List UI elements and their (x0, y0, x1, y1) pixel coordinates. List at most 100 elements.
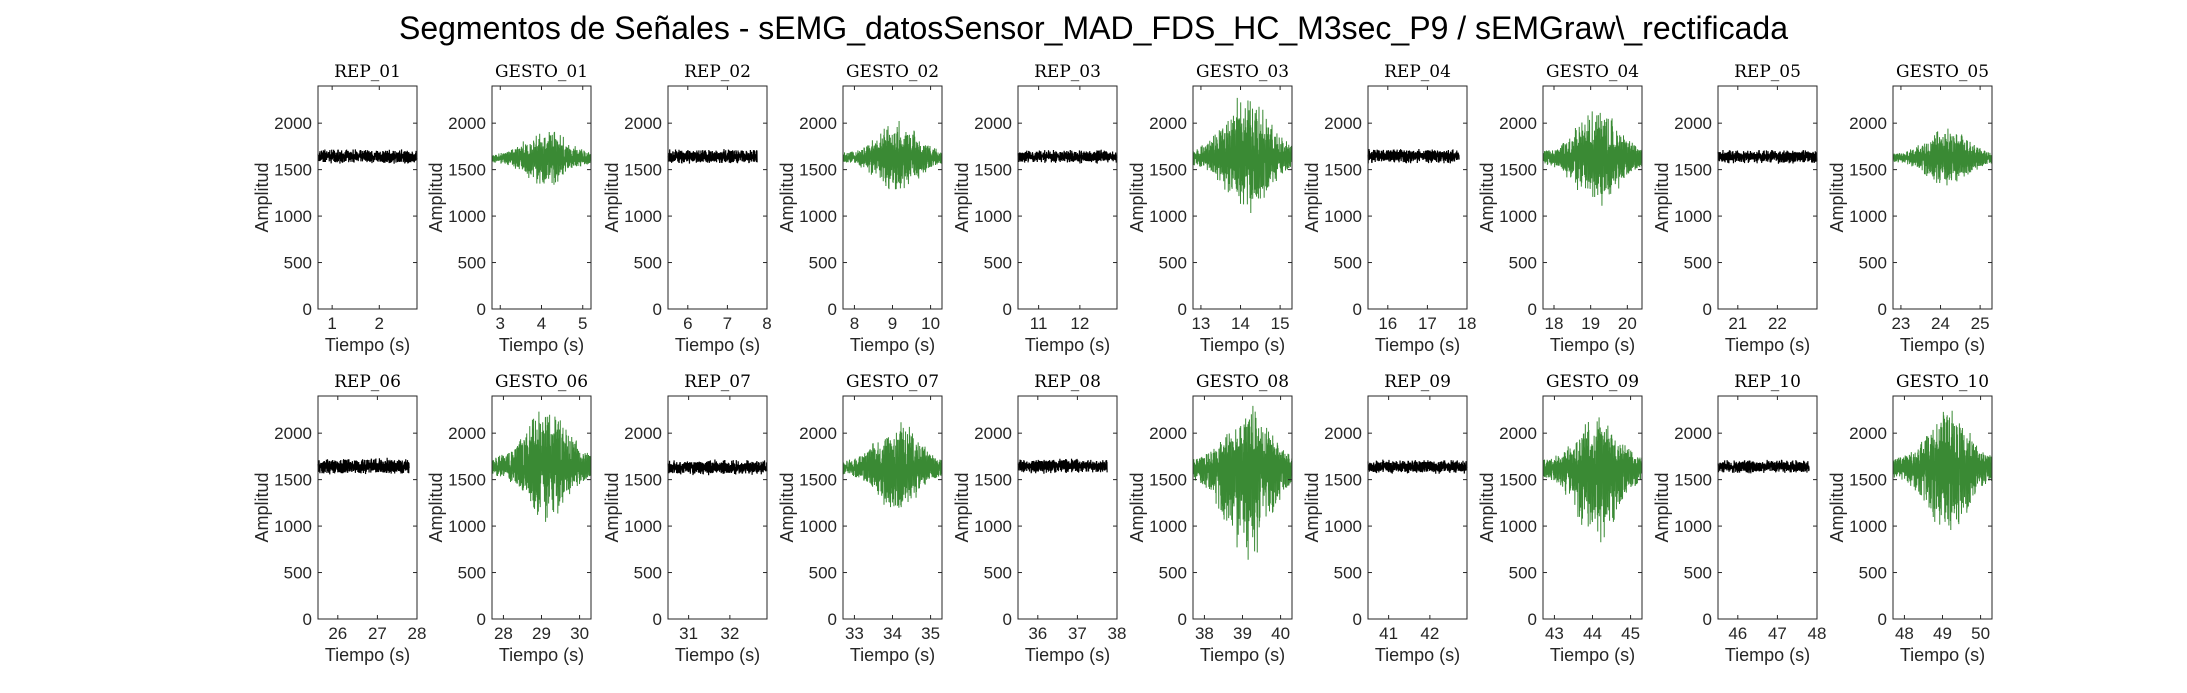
x-tick-label: 13 (1191, 314, 1210, 333)
x-tick-label: 28 (408, 624, 427, 643)
x-tick-label: 19 (1581, 314, 1600, 333)
y-axis-label: Amplitud (1302, 162, 1322, 232)
y-tick-label: 1000 (1674, 517, 1712, 536)
subplot-gesto-07: GESTO_07 0 500 1000 1500 2000 33 34 35 Tiempo (s)… (777, 372, 943, 665)
y-tick-label: 2000 (799, 424, 837, 443)
y-tick-label: 1000 (624, 207, 662, 226)
x-axis-label: Tiempo (s) (1725, 645, 1810, 665)
subplot-title: REP_09 (1384, 372, 1451, 392)
signal-trace-gesto (491, 131, 592, 185)
y-tick-label: 500 (984, 254, 1012, 273)
signal-trace-rep (317, 149, 418, 164)
y-tick-label: 2000 (1674, 424, 1712, 443)
x-tick-label: 22 (1768, 314, 1787, 333)
y-tick-label: 500 (458, 564, 486, 583)
y-axis-label: Amplitud (1477, 472, 1497, 542)
y-tick-label: 1000 (1674, 207, 1712, 226)
subplot-title: GESTO_07 (846, 372, 939, 392)
x-axis-label: Tiempo (s) (499, 645, 584, 665)
x-tick-label: 46 (1728, 624, 1747, 643)
x-tick-label: 45 (1621, 624, 1640, 643)
x-tick-label: 43 (1545, 624, 1564, 643)
y-tick-label: 500 (809, 564, 837, 583)
y-axis-label: Amplitud (952, 472, 972, 542)
y-tick-label: 1000 (1849, 517, 1887, 536)
y-tick-label: 0 (828, 300, 837, 319)
y-axis-label: Amplitud (252, 162, 272, 232)
signal-trace-gesto (491, 411, 592, 522)
subplot-gesto-09: GESTO_09 0 500 1000 1500 2000 43 44 45 Tiempo (s)… (1477, 372, 1643, 665)
y-tick-label: 2000 (974, 114, 1012, 133)
signal-trace-gesto (1892, 128, 1993, 186)
y-tick-label: 0 (477, 300, 486, 319)
signal-trace-rep (1367, 148, 1460, 164)
y-tick-label: 0 (653, 300, 662, 319)
subplot-gesto-08: GESTO_08 0 500 1000 1500 2000 38 39 40 Tiempo (s)… (1127, 372, 1293, 665)
x-axis-label: Tiempo (s) (1900, 335, 1985, 355)
y-tick-label: 1500 (1849, 161, 1887, 180)
y-tick-label: 500 (1509, 564, 1537, 583)
y-axis-label: Amplitud (602, 472, 622, 542)
subplot-title: GESTO_10 (1896, 372, 1989, 392)
y-tick-label: 2000 (448, 424, 486, 443)
y-tick-label: 500 (1509, 254, 1537, 273)
subplot-title: GESTO_05 (1896, 62, 1989, 82)
y-tick-label: 0 (1003, 300, 1012, 319)
subplot-gesto-05: GESTO_05 0 500 1000 1500 2000 23 24 25 Tiempo (s)… (1827, 62, 1993, 355)
y-tick-label: 0 (1353, 300, 1362, 319)
x-tick-label: 28 (494, 624, 513, 643)
subplot-gesto-04: GESTO_04 0 500 1000 1500 2000 18 19 20 Tiempo (s)… (1477, 62, 1643, 355)
subplot-title: GESTO_01 (495, 62, 588, 82)
subplot-gesto-02: GESTO_02 0 500 1000 1500 2000 8 9 10 Tiempo (s) Am… (777, 62, 943, 355)
x-tick-label: 24 (1931, 314, 1950, 333)
signal-trace-rep (317, 457, 410, 475)
subplot-title: GESTO_02 (846, 62, 939, 82)
subplot-title: REP_08 (1034, 372, 1101, 392)
x-tick-label: 44 (1583, 624, 1602, 643)
y-tick-label: 2000 (624, 424, 662, 443)
x-tick-label: 29 (532, 624, 551, 643)
y-tick-label: 0 (1528, 610, 1537, 629)
signal-trace-gesto (1542, 111, 1643, 206)
axes-box (842, 85, 943, 310)
y-tick-label: 1000 (1149, 517, 1187, 536)
y-tick-label: 2000 (974, 424, 1012, 443)
y-tick-label: 0 (1878, 610, 1887, 629)
x-tick-label: 48 (1895, 624, 1914, 643)
y-tick-label: 2000 (1499, 114, 1537, 133)
x-tick-label: 6 (683, 314, 692, 333)
y-tick-label: 500 (284, 564, 312, 583)
x-tick-label: 3 (496, 314, 505, 333)
x-tick-label: 20 (1618, 314, 1637, 333)
y-axis-label: Amplitud (1827, 162, 1847, 232)
x-tick-label: 10 (921, 314, 940, 333)
signal-trace-gesto (842, 422, 943, 508)
x-tick-label: 25 (1971, 314, 1990, 333)
subplot-title: REP_06 (334, 372, 401, 392)
y-tick-label: 1500 (799, 161, 837, 180)
y-tick-label: 2000 (1149, 114, 1187, 133)
y-axis-label: Amplitud (602, 162, 622, 232)
signal-trace-rep (1017, 458, 1108, 474)
y-tick-label: 1000 (1324, 207, 1362, 226)
signal-trace-rep (1017, 149, 1118, 164)
x-tick-label: 41 (1379, 624, 1398, 643)
y-tick-label: 1000 (274, 517, 312, 536)
y-tick-label: 1500 (1324, 471, 1362, 490)
x-tick-label: 18 (1545, 314, 1564, 333)
y-tick-label: 1000 (1499, 207, 1537, 226)
signal-trace-rep (1367, 459, 1468, 474)
y-tick-label: 500 (458, 254, 486, 273)
y-tick-label: 500 (1684, 254, 1712, 273)
y-tick-label: 1500 (1324, 161, 1362, 180)
x-tick-label: 8 (850, 314, 859, 333)
subplot-rep-04: REP_04 0 500 1000 1500 2000 16 17 18 Tiempo (s) Am… (1302, 62, 1476, 355)
signal-trace-gesto (842, 120, 943, 190)
x-tick-label: 14 (1231, 314, 1250, 333)
axes-box (1192, 395, 1293, 620)
signal-trace-gesto (1542, 417, 1643, 543)
x-tick-label: 34 (883, 624, 902, 643)
x-tick-label: 33 (845, 624, 864, 643)
y-tick-label: 1000 (1499, 517, 1537, 536)
